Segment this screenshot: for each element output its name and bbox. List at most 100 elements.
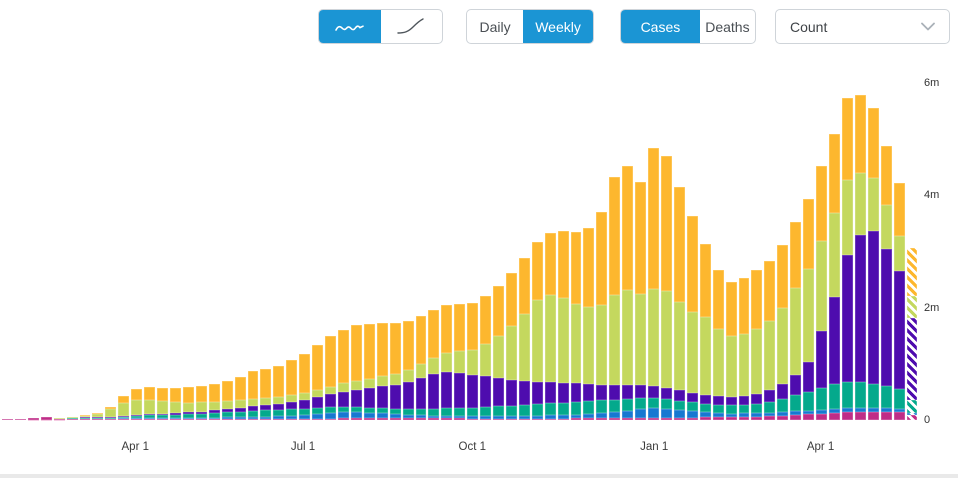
bar-segment-africa[interactable]: [480, 416, 492, 419]
bar-segment-western-pacific[interactable]: [764, 416, 776, 420]
bar-segment-americas[interactable]: [79, 415, 91, 416]
bar-segment-western-pacific[interactable]: [893, 412, 905, 420]
bar-segment-south-east-asia[interactable]: [350, 389, 362, 408]
bar-segment-eastern-mediterranean[interactable]: [467, 407, 479, 417]
bar-week-44[interactable]: [557, 230, 569, 420]
frequency-weekly-button[interactable]: Weekly: [523, 10, 593, 43]
bar-segment-europe[interactable]: [777, 308, 789, 385]
bar-week-13[interactable]: [157, 387, 168, 420]
bar-segment-south-east-asia[interactable]: [725, 396, 737, 406]
bar-segment-americas[interactable]: [350, 324, 362, 381]
bar-segment-western-pacific[interactable]: [234, 419, 246, 420]
bar-segment-western-pacific[interactable]: [363, 417, 375, 420]
bar-segment-south-east-asia[interactable]: [376, 386, 388, 409]
bar-segment-africa[interactable]: [648, 408, 660, 418]
bar-segment-eastern-mediterranean[interactable]: [725, 405, 737, 414]
bar-segment-south-east-asia[interactable]: [144, 414, 156, 416]
bar-segment-africa[interactable]: [583, 413, 595, 419]
bar-segment-south-east-asia[interactable]: [105, 417, 117, 418]
bar-segment-western-pacific[interactable]: [570, 418, 582, 420]
bar-segment-western-pacific[interactable]: [816, 413, 827, 420]
bar-segment-europe[interactable]: [596, 305, 608, 385]
bar-segment-europe[interactable]: [363, 378, 375, 389]
bar-segment-south-east-asia[interactable]: [841, 255, 853, 382]
bar-segment-europe[interactable]: [118, 402, 130, 416]
bar-segment-europe[interactable]: [350, 380, 362, 390]
bar-segment-africa[interactable]: [635, 409, 647, 418]
bar-segment-europe[interactable]: [751, 329, 763, 394]
bar-segment-western-pacific[interactable]: [518, 418, 530, 420]
bar-segment-south-east-asia[interactable]: [247, 406, 259, 412]
bar-segment-americas[interactable]: [777, 245, 789, 309]
bar-segment-south-east-asia[interactable]: [661, 387, 672, 399]
bar-week-70[interactable]: [893, 183, 905, 420]
bar-segment-western-pacific[interactable]: [790, 414, 802, 420]
bar-segment-western-pacific[interactable]: [803, 414, 815, 420]
bar-segment-africa[interactable]: [738, 413, 750, 417]
bar-segment-americas[interactable]: [622, 166, 634, 290]
bar-segment-south-east-asia[interactable]: [286, 401, 298, 410]
bar-segment-africa[interactable]: [105, 418, 117, 419]
bar-week-24[interactable]: [299, 353, 311, 420]
bar-segment-americas[interactable]: [169, 388, 181, 403]
bar-segment-europe[interactable]: [583, 306, 595, 385]
bar-segment-other[interactable]: [27, 419, 39, 420]
bar-segment-western-pacific[interactable]: [350, 418, 362, 420]
bar-week-52[interactable]: [661, 156, 672, 420]
bar-segment-europe[interactable]: [428, 357, 440, 374]
bar-segment-western-pacific[interactable]: [221, 419, 233, 420]
bar-week-8[interactable]: [92, 412, 104, 420]
bar-segment-africa[interactable]: [557, 414, 569, 419]
bar-segment-africa[interactable]: [544, 415, 556, 419]
bar-segment-europe[interactable]: [454, 351, 466, 373]
bar-segment-africa[interactable]: [906, 412, 918, 416]
bar-segment-south-east-asia[interactable]: [751, 393, 763, 405]
bar-week-5[interactable]: [53, 418, 65, 420]
bar-segment-south-east-asia[interactable]: [777, 384, 789, 400]
bar-week-41[interactable]: [518, 257, 530, 420]
bar-segment-americas[interactable]: [480, 295, 492, 344]
bar-week-63[interactable]: [803, 199, 815, 420]
bar-segment-europe[interactable]: [661, 290, 672, 388]
bar-segment-eastern-mediterranean[interactable]: [376, 408, 388, 414]
bar-segment-eastern-mediterranean[interactable]: [66, 418, 78, 419]
bar-segment-americas[interactable]: [208, 383, 220, 402]
bar-segment-eastern-mediterranean[interactable]: [596, 400, 608, 413]
bar-segment-south-east-asia[interactable]: [92, 417, 104, 418]
bar-segment-europe[interactable]: [725, 336, 737, 397]
bar-segment-africa[interactable]: [867, 407, 879, 412]
bar-segment-americas[interactable]: [531, 241, 543, 301]
bar-segment-africa[interactable]: [273, 416, 285, 419]
bar-segment-europe[interactable]: [673, 301, 685, 391]
bar-segment-africa[interactable]: [389, 414, 401, 418]
bar-segment-south-east-asia[interactable]: [570, 383, 582, 402]
bar-segment-africa[interactable]: [854, 407, 866, 412]
bar-segment-africa[interactable]: [829, 409, 840, 413]
bar-segment-europe[interactable]: [622, 289, 634, 386]
bar-segment-western-pacific[interactable]: [260, 419, 272, 420]
bar-week-45[interactable]: [570, 231, 582, 420]
bar-segment-europe[interactable]: [467, 349, 479, 375]
bar-week-27[interactable]: [337, 330, 349, 420]
bar-segment-americas[interactable]: [105, 406, 117, 410]
bar-segment-eastern-mediterranean[interactable]: [389, 409, 401, 415]
bar-week-61[interactable]: [777, 245, 789, 420]
bar-segment-eastern-mediterranean[interactable]: [764, 402, 776, 413]
bar-segment-europe[interactable]: [699, 317, 711, 395]
bar-segment-africa[interactable]: [234, 417, 246, 419]
bar-segment-western-pacific[interactable]: [596, 418, 608, 420]
bar-segment-eastern-mediterranean[interactable]: [816, 387, 827, 411]
bar-segment-western-pacific[interactable]: [208, 419, 220, 420]
bar-week-51[interactable]: [648, 148, 660, 420]
bar-week-22[interactable]: [273, 365, 285, 420]
bar-segment-western-pacific[interactable]: [661, 417, 672, 420]
bar-segment-western-pacific[interactable]: [854, 411, 866, 420]
bar-segment-western-pacific[interactable]: [131, 419, 143, 420]
bar-segment-eastern-mediterranean[interactable]: [131, 415, 143, 418]
bar-segment-south-east-asia[interactable]: [557, 382, 569, 403]
bar-segment-western-pacific[interactable]: [2, 419, 13, 420]
bar-segment-africa[interactable]: [363, 412, 375, 418]
bar-segment-south-east-asia[interactable]: [325, 394, 336, 408]
bar-segment-eastern-mediterranean[interactable]: [712, 404, 724, 414]
bar-segment-eastern-mediterranean[interactable]: [337, 406, 349, 413]
